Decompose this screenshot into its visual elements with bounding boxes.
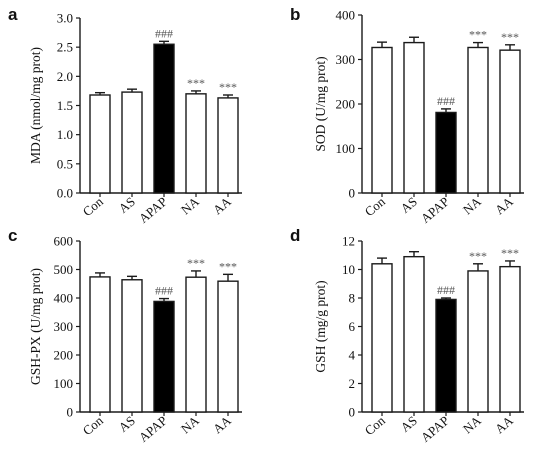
y-tick-label: 3.0 [57,11,73,26]
y-tick-label: 600 [54,234,74,249]
y-tick-label: 2 [349,376,356,391]
x-tick-label-apap: APAP [136,194,170,226]
y-tick-label: 100 [336,141,356,156]
x-tick-label-con: Con [80,412,107,438]
x-tick-label-as: AS [398,413,420,435]
significance-mark: *** [187,256,205,270]
x-tick-label-na: NA [178,412,202,436]
y-tick-label: 10 [342,262,355,277]
y-tick-label: 300 [336,52,356,67]
y-tick-label: 400 [336,8,356,23]
significance-mark: ### [155,284,173,298]
x-tick-label-apap: APAP [418,194,452,226]
x-tick-label-con: Con [80,193,107,219]
panel-label: a [8,5,18,24]
y-tick-label: 8 [349,291,356,306]
bar-na [467,270,489,413]
x-tick-label-aa: AA [492,193,516,217]
bar-aa [499,49,521,194]
bar-con [89,94,111,194]
x-tick-label-aa: AA [210,193,234,217]
bar-na [185,276,207,413]
y-tick-label: 1.5 [57,98,73,113]
significance-mark: *** [501,246,519,260]
x-tick-label-con: Con [362,193,389,219]
bar-apap [153,43,175,194]
y-tick-label: 300 [54,319,74,334]
y-tick-label: 12 [342,234,355,249]
chart-panel-c: c 0 100 200 300 400 500 600 GSH-PX (U/mg prot) Co… [8,226,242,445]
bar-as [121,91,143,194]
y-tick-label: 2.5 [57,40,73,55]
x-tick-label-as: AS [398,194,420,216]
bar-as [403,41,425,194]
significance-mark: *** [469,249,487,263]
y-tick-label: 200 [54,348,74,363]
y-tick-label: 4 [349,348,356,363]
panel-label: d [290,226,300,245]
y-axis-title: GSH-PX (U/mg prot) [28,268,43,385]
significance-mark: *** [219,259,237,273]
y-axis-title: GSH (mg/g prot) [313,280,328,372]
bar-na [185,93,207,194]
significance-mark: *** [469,28,487,42]
y-tick-label: 0.5 [57,156,73,171]
significance-mark: ### [437,94,455,108]
bar-con [371,263,393,413]
x-tick-label-aa: AA [210,412,234,436]
y-tick-label: 200 [336,97,356,112]
y-tick-label: 0 [349,186,356,201]
bar-as [403,255,425,413]
x-tick-label-apap: APAP [136,413,170,445]
y-axis-title: SOD (U/mg prot) [313,56,328,151]
x-tick-label-na: NA [460,193,484,217]
y-tick-label: 400 [54,291,74,306]
x-tick-label-na: NA [178,193,202,217]
bar-aa [217,97,239,194]
bar-apap [435,111,457,194]
bar-as [121,279,143,413]
x-tick-label-as: AS [116,413,138,435]
y-tick-label: 100 [54,376,74,391]
x-tick-label-na: NA [460,412,484,436]
x-tick-label-apap: APAP [418,413,452,445]
significance-mark: *** [219,80,237,94]
bar-aa [499,265,521,413]
bar-con [89,276,111,413]
y-tick-label: 0.0 [57,186,73,201]
significance-mark: *** [187,76,205,90]
significance-mark: ### [155,26,173,40]
significance-mark: *** [501,30,519,44]
chart-panel-a: a 0.0 0.5 1.0 1.5 2.0 2.5 3.0 MDA (nmol/mg prot)… [8,5,242,226]
significance-mark: ### [437,283,455,297]
panel-label: c [8,226,17,245]
y-tick-label: 0 [67,405,74,420]
bar-apap [435,298,457,413]
x-tick-label-con: Con [362,412,389,438]
y-tick-label: 500 [54,262,74,277]
x-tick-label-as: AS [116,194,138,216]
y-tick-label: 0 [349,405,356,420]
panel-label: b [290,5,300,24]
bar-na [467,46,489,194]
y-axis-title: MDA (nmol/mg prot) [28,47,43,164]
y-tick-label: 2.0 [57,69,73,84]
bar-con [371,46,393,194]
y-tick-label: 6 [349,319,356,334]
x-tick-label-aa: AA [492,412,516,436]
y-tick-label: 1.0 [57,127,73,142]
bar-aa [217,280,239,413]
bar-apap [153,300,175,413]
